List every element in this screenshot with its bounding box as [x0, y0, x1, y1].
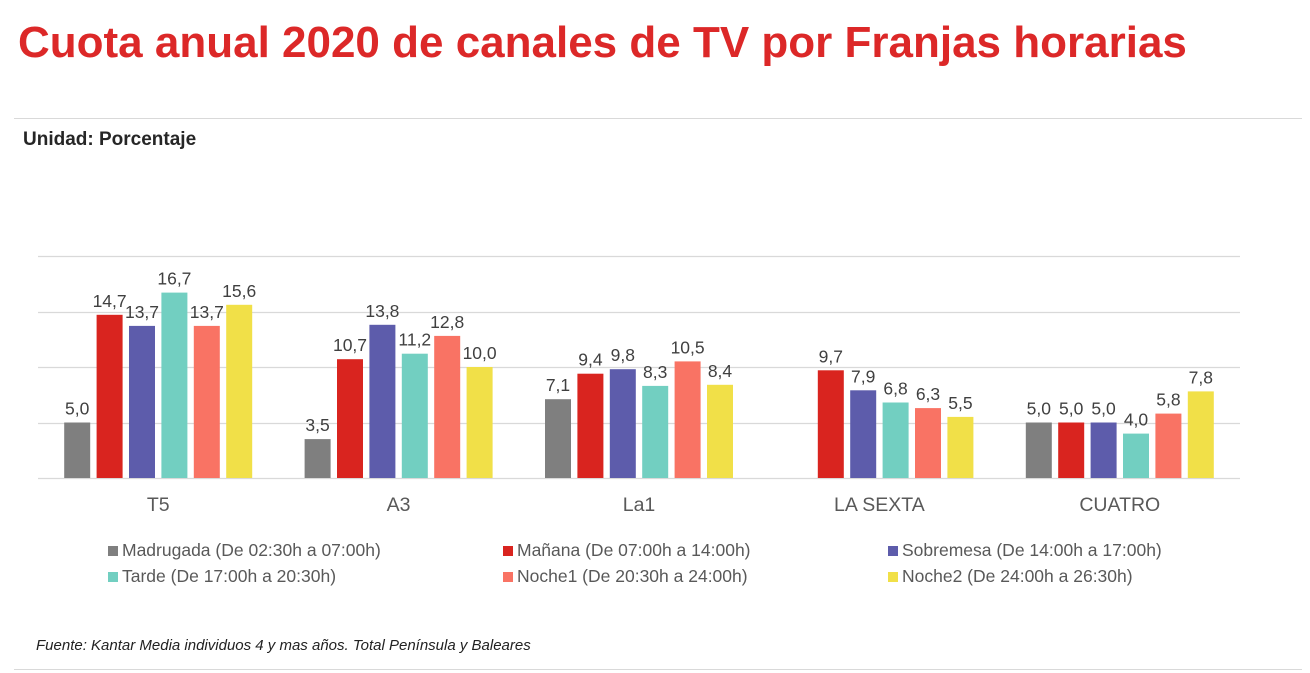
bar-la1-5: [707, 384, 733, 478]
bar-la-sexta-4: [915, 408, 941, 478]
bar-la1-2: [609, 369, 636, 478]
value-label: 9,8: [611, 345, 635, 365]
category-label: T5: [147, 494, 170, 516]
value-label: 5,0: [1059, 399, 1084, 419]
bars: [64, 292, 1214, 478]
legend-label: Tarde (De 17:00h a 20:30h): [122, 566, 337, 586]
bar-cuatro-4: [1155, 413, 1182, 478]
title-divider: [14, 118, 1302, 119]
legend-label: Sobremesa (De 14:00h a 17:00h): [902, 540, 1162, 560]
bar-a3-0: [304, 439, 331, 478]
bar-t5-3: [161, 292, 188, 478]
footer-divider: [14, 669, 1302, 670]
bar-t5-0: [64, 422, 91, 478]
bar-cuatro-5: [1187, 391, 1214, 478]
bar-a3-1: [337, 359, 363, 478]
category-label: A3: [387, 494, 411, 516]
legend-item: Sobremesa (De 14:00h a 17:00h): [888, 540, 1162, 561]
bar-cuatro-0: [1025, 422, 1052, 478]
bar-t5-1: [96, 314, 123, 478]
bar-cuatro-2: [1090, 422, 1117, 478]
bar-a3-2: [369, 324, 396, 478]
legend-item: Tarde (De 17:00h a 20:30h): [108, 566, 336, 587]
bar-la1-3: [642, 385, 669, 478]
legend-label: Madrugada (De 02:30h a 07:00h): [122, 540, 381, 560]
value-label: 9,4: [578, 350, 603, 370]
bar-cuatro-3: [1123, 433, 1149, 478]
value-label: 5,0: [1091, 399, 1116, 419]
legend-swatch: [503, 571, 513, 582]
bar-cuatro-1: [1058, 422, 1085, 478]
value-label: 6,3: [916, 384, 940, 404]
value-label: 13,7: [125, 302, 159, 322]
value-label: 5,0: [1027, 399, 1052, 419]
legend-swatch: [503, 545, 513, 556]
value-label: 7,1: [546, 375, 570, 395]
legend-swatch: [888, 545, 898, 556]
value-label: 8,4: [708, 361, 733, 381]
value-label: 13,8: [365, 301, 399, 321]
value-label: 6,8: [883, 379, 907, 399]
value-label: 9,7: [819, 346, 843, 366]
bar-a3-3: [401, 353, 428, 478]
chart-title: Cuota anual 2020 de canales de TV por Fr…: [18, 18, 1187, 67]
bar-la1-4: [674, 361, 701, 478]
value-label: 10,0: [463, 343, 497, 363]
legend-label: Noche1 (De 20:30h a 24:00h): [517, 566, 748, 586]
legend-label: Mañana (De 07:00h a 14:00h): [517, 540, 751, 560]
value-label: 16,7: [157, 269, 191, 289]
value-labels: 5,014,713,716,713,715,63,510,713,811,212…: [65, 269, 1213, 436]
category-labels: T5 A3 La1 LA SEXTA CUATRO: [147, 494, 1160, 516]
value-label: 7,8: [1189, 367, 1213, 387]
value-label: 7,9: [851, 366, 875, 386]
value-label: 5,8: [1156, 390, 1180, 410]
bar-a3-4: [434, 335, 461, 478]
legend-item: Mañana (De 07:00h a 14:00h): [503, 540, 751, 561]
legend-swatch: [108, 571, 118, 582]
value-label: 5,0: [65, 399, 90, 419]
value-label: 8,3: [643, 362, 667, 382]
bar-la-sexta-3: [882, 402, 909, 478]
legend-swatch: [108, 545, 118, 556]
value-label: 5,5: [948, 393, 972, 413]
legend-item: Noche2 (De 24:00h a 26:30h): [888, 566, 1133, 587]
value-label: 10,7: [333, 335, 367, 355]
legend-swatch: [888, 571, 898, 582]
legend-item: Madrugada (De 02:30h a 07:00h): [108, 540, 381, 561]
bar-la-sexta-2: [850, 390, 877, 478]
category-label: LA SEXTA: [834, 494, 925, 516]
bar-la-sexta-5: [947, 416, 974, 478]
value-label: 10,5: [671, 337, 705, 357]
bar-la1-0: [545, 399, 571, 478]
bar-a3-5: [466, 367, 493, 478]
legend-label: Noche2 (De 24:00h a 26:30h): [902, 566, 1133, 586]
value-label: 3,5: [305, 415, 329, 435]
value-label: 13,7: [190, 302, 224, 322]
value-label: 15,6: [222, 281, 256, 301]
unit-subtitle: Unidad: Porcentaje: [23, 129, 197, 150]
value-label: 4,0: [1124, 410, 1149, 430]
bar-t5-2: [129, 325, 155, 478]
bar-la-sexta-1: [817, 370, 844, 478]
value-label: 14,7: [93, 291, 127, 311]
legend-item: Noche1 (De 20:30h a 24:00h): [503, 566, 748, 587]
value-label: 12,8: [430, 312, 464, 332]
bar-t5-5: [226, 304, 253, 478]
bar-t5-4: [193, 325, 220, 478]
category-label: CUATRO: [1079, 494, 1160, 516]
source-note: Fuente: Kantar Media individuos 4 y mas …: [36, 637, 531, 654]
value-label: 11,2: [398, 330, 431, 350]
category-label: La1: [623, 494, 656, 516]
bar-la1-1: [577, 373, 604, 478]
